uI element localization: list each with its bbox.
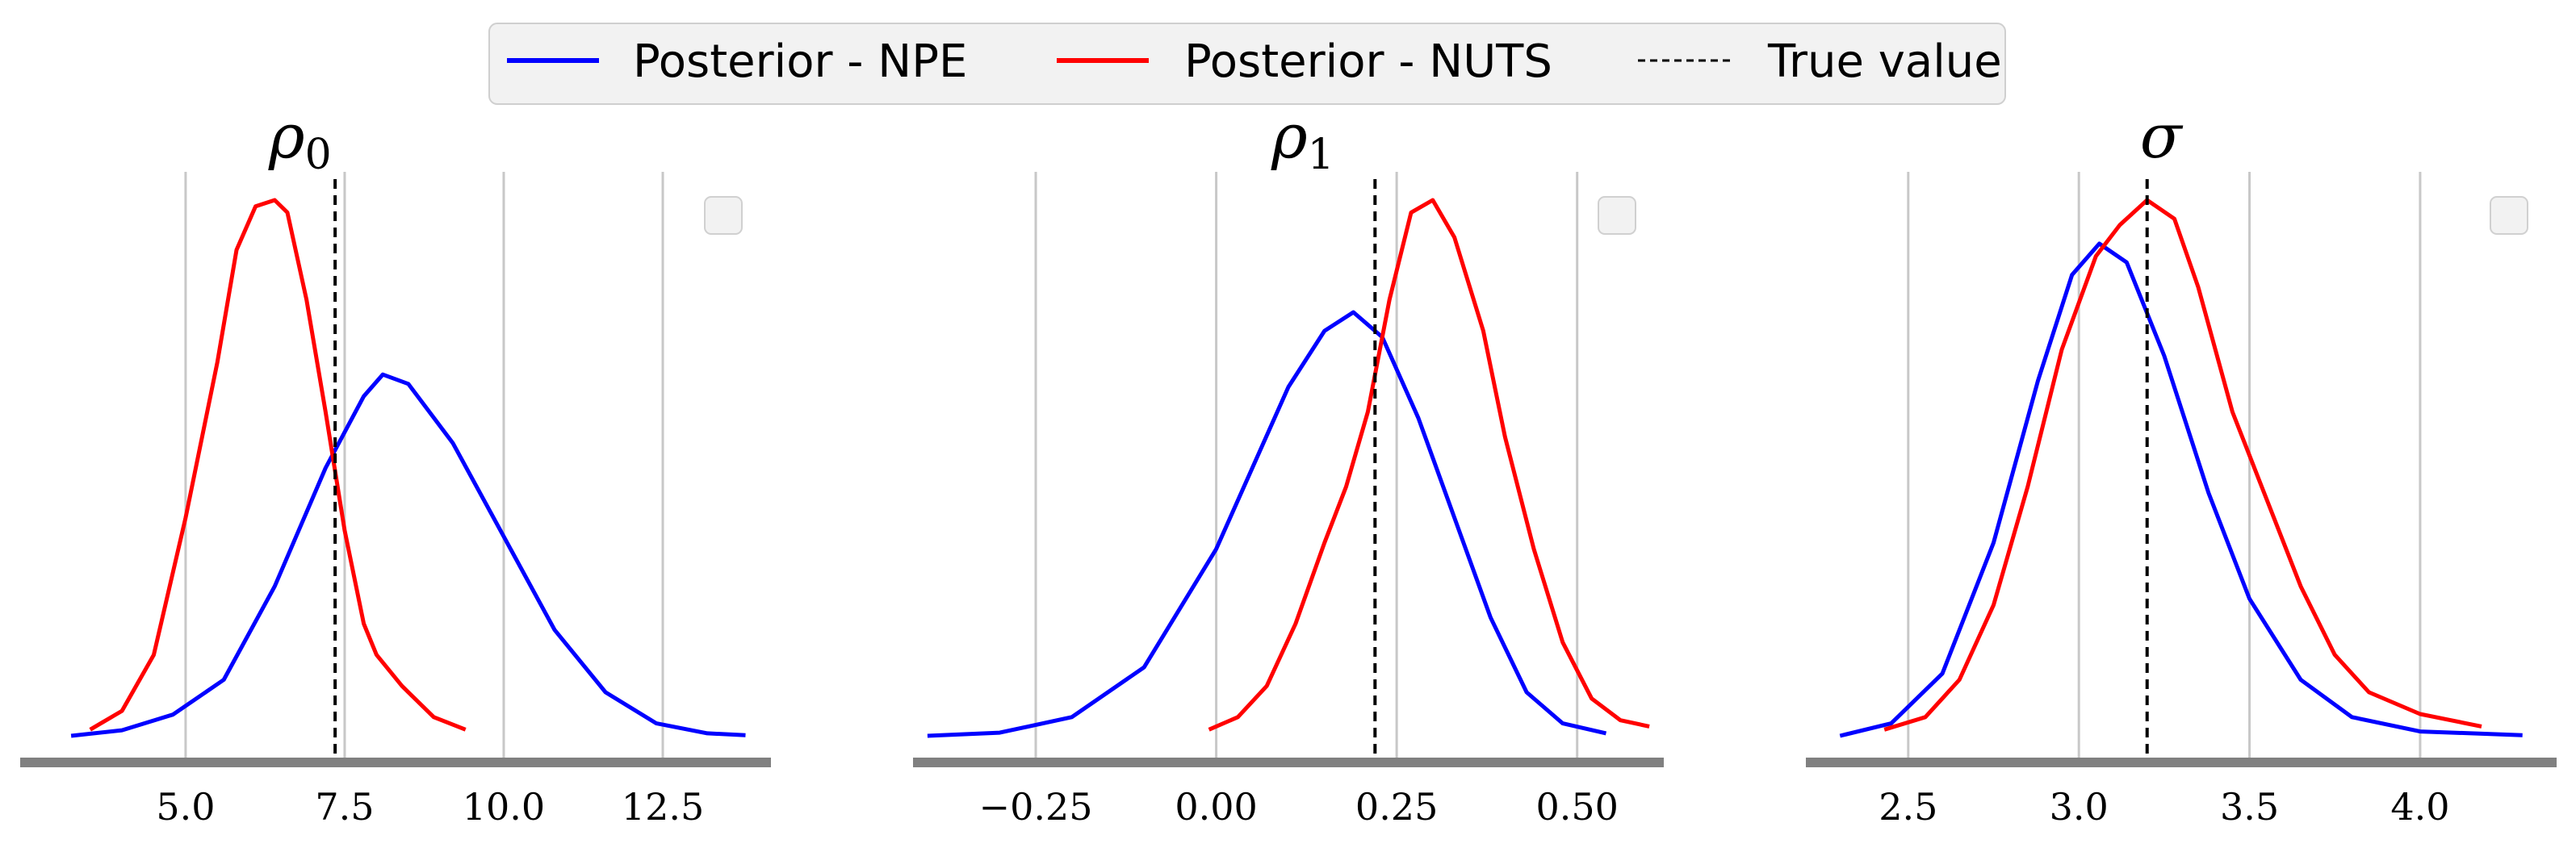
panel-title: ρ1 [1271,100,1334,179]
tick-label: 3.0 [2050,785,2109,829]
series-line-npe [70,372,746,738]
panel-title-subscript: 0 [305,131,332,179]
legend-label-nuts: Posterior - NUTS [1184,36,1552,88]
tick-label: 2.5 [1879,785,1937,829]
empty-legend-box [2490,196,2528,235]
panel-1: −0.25 0.00 0.25 0.50 ρ1 [913,100,1664,829]
tick-label: 12.5 [622,785,704,829]
panel-title: ρ0 [268,100,332,179]
tick-label: 0.50 [1535,785,1618,829]
empty-legend-box [704,196,743,235]
empty-legend-box [1598,196,1636,235]
tick-label: 7.5 [315,785,374,829]
legend: Posterior - NPE Posterior - NUTS True va… [488,23,2006,105]
series-line-nuts [1208,198,1650,732]
series-line-npe [927,310,1607,738]
tick-label: 0.25 [1355,785,1438,829]
panel-title-subscript: 1 [1308,131,1334,179]
panel-title: σ [2140,100,2184,172]
series-line-npe [1839,241,2523,738]
tick-label: 0.00 [1175,785,1257,829]
tick-label: 3.5 [2220,785,2279,829]
panel-0: 5.0 7.5 10.0 12.5 ρ0 [20,100,771,829]
legend-label-true-value: True value [1767,36,2002,88]
series-line-nuts [1883,198,2482,732]
series-line-nuts [89,198,467,732]
legend-label-npe: Posterior - NPE [633,36,967,88]
legend-frame [488,23,2006,105]
tick-label: 10.0 [463,785,545,829]
tick-label: 5.0 [156,785,215,829]
tick-label: −0.25 [979,785,1093,829]
panel-2: 2.5 3.0 3.5 4.0 σ [1806,100,2557,829]
tick-label: 4.0 [2390,785,2449,829]
